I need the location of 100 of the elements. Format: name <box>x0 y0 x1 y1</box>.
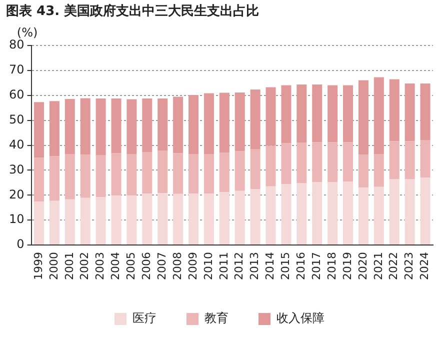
bar <box>204 154 214 194</box>
bar <box>142 194 152 245</box>
bar <box>281 85 292 144</box>
x-tick-label: 2017 <box>310 252 323 280</box>
x-tick-label: 2004 <box>109 252 122 280</box>
bar <box>173 153 184 194</box>
bar <box>389 141 400 179</box>
bar <box>111 98 122 154</box>
bar <box>389 178 400 245</box>
x-tick-label: 2016 <box>294 252 308 280</box>
bar <box>328 142 338 182</box>
bar <box>404 83 415 142</box>
bar <box>296 142 307 184</box>
x-tick-label: 2001 <box>62 252 76 280</box>
bar <box>234 190 245 245</box>
y-tick-label: 60 <box>8 88 24 102</box>
x-tick-label: 2011 <box>217 252 230 280</box>
x-tick-label: 2014 <box>264 252 277 280</box>
bar <box>374 186 384 245</box>
x-tick-label: 2022 <box>387 252 400 280</box>
bar <box>96 155 106 198</box>
bar <box>158 98 168 151</box>
x-tick-label: 2002 <box>78 252 92 280</box>
bar <box>266 87 276 146</box>
bar <box>219 152 230 192</box>
y-tick-label: 30 <box>8 162 24 176</box>
bar <box>64 154 75 200</box>
bar <box>188 194 199 245</box>
legend-label: 教育 <box>204 311 228 326</box>
bar <box>404 141 415 179</box>
x-tick-label: 2018 <box>325 252 338 280</box>
bar <box>420 83 430 140</box>
legend-label: 收入保障 <box>276 311 324 326</box>
bar <box>34 202 44 245</box>
x-tick-label: 2012 <box>232 252 246 280</box>
x-tick-label: 2007 <box>155 252 168 280</box>
bar <box>296 183 307 245</box>
bar <box>80 154 90 198</box>
y-tick-label: 40 <box>8 137 24 152</box>
y-tick-label: 20 <box>8 187 24 202</box>
bar <box>234 92 245 152</box>
bar <box>358 188 368 245</box>
x-tick-label: 2010 <box>202 252 215 280</box>
bar <box>34 102 44 158</box>
bar <box>158 150 168 194</box>
y-tick-label: 50 <box>8 112 24 126</box>
bar <box>250 189 260 245</box>
y-tick-label: 10 <box>8 212 24 226</box>
y-tick-label: 0 <box>16 237 24 252</box>
bar <box>328 182 338 245</box>
bar <box>126 99 137 154</box>
bar <box>312 182 322 245</box>
x-tick-label: 2020 <box>356 252 370 280</box>
bar <box>204 93 214 154</box>
bar <box>158 193 168 245</box>
bar <box>204 194 214 245</box>
x-tick-label: 2003 <box>94 252 107 280</box>
y-tick-label: 80 <box>8 38 24 52</box>
bar <box>343 181 354 245</box>
bar <box>173 96 184 154</box>
bar <box>34 158 44 202</box>
bar <box>266 186 276 245</box>
bar <box>173 194 184 245</box>
bar <box>126 154 137 196</box>
bar <box>328 85 338 142</box>
bar <box>80 98 90 155</box>
x-tick-label: 2024 <box>418 252 432 280</box>
bar <box>374 77 384 154</box>
x-tick-label: 2006 <box>140 252 154 280</box>
bar <box>219 92 230 153</box>
bar <box>358 80 368 155</box>
bar <box>64 98 75 154</box>
x-tick-label: 2008 <box>170 252 184 280</box>
bar <box>281 143 292 184</box>
bar <box>96 98 106 156</box>
bar <box>312 142 322 182</box>
bar <box>312 84 322 142</box>
y-axis-title: (%) <box>16 26 38 40</box>
bar <box>343 142 354 182</box>
x-tick-label: 2015 <box>279 252 292 280</box>
bar <box>80 198 90 245</box>
bar <box>111 153 122 196</box>
chart-title: 图表 43. 美国政府支出中三大民生支出占比 <box>6 3 260 20</box>
bar <box>281 184 292 245</box>
bar <box>49 200 60 245</box>
bar <box>188 94 199 154</box>
bar <box>111 196 122 245</box>
bar <box>188 154 199 194</box>
bar <box>250 89 260 150</box>
bar <box>49 101 60 156</box>
bar <box>96 197 106 245</box>
x-tick-label: 2021 <box>372 252 385 280</box>
bar <box>374 154 384 187</box>
bar <box>358 154 368 188</box>
bar <box>142 152 152 194</box>
bar <box>49 156 60 201</box>
x-tick-label: 1999 <box>32 252 45 280</box>
bar <box>142 98 152 152</box>
x-tick-label: 2019 <box>340 252 354 280</box>
bar <box>234 151 245 191</box>
